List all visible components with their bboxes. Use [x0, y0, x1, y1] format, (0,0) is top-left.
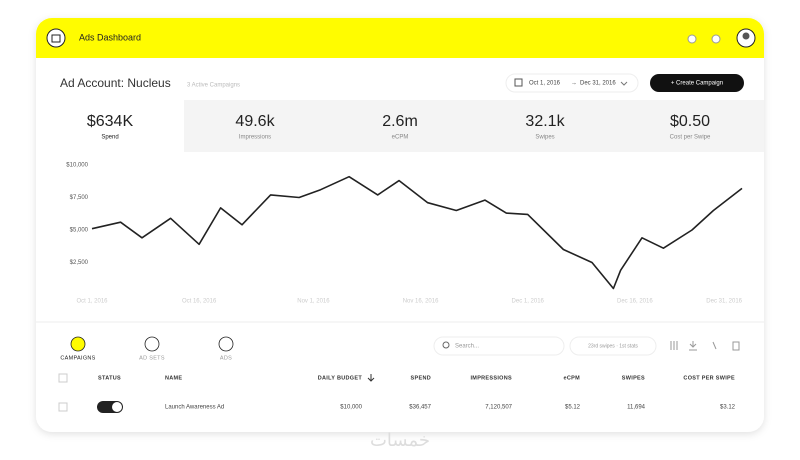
metric-tab-active[interactable]: [36, 100, 184, 152]
table-cell: $10,000: [340, 405, 362, 411]
tab-label: ADS: [220, 355, 232, 361]
column-header: eCPM: [564, 375, 581, 381]
column-header: NAME: [165, 375, 182, 381]
x-tick-label: Dec 1, 2016: [512, 299, 545, 305]
column-header: SWIPES: [622, 375, 645, 381]
toolbar-icons: [670, 341, 740, 351]
tab-icon: [70, 336, 86, 352]
toggle-knob: [112, 402, 122, 412]
metric-label: Spend: [101, 135, 118, 141]
column-header: DAILY BUDGET: [318, 375, 363, 381]
app-title: Ads Dashboard: [79, 32, 141, 42]
tab-label: CAMPAIGNS: [60, 355, 95, 361]
metrics: $634K Spend 49.6k Impressions 2.6m eCPM 32.1k S…: [87, 113, 711, 140]
date-to: Dec 31, 2016: [580, 81, 616, 87]
table-cell: $36,457: [409, 405, 431, 411]
table-cell: 7,120,507: [485, 405, 512, 411]
x-tick-label: Dec 16, 2016: [617, 299, 653, 305]
row-checkbox[interactable]: [58, 402, 68, 412]
delete-icon[interactable]: [732, 341, 740, 351]
sort-arrow: [367, 374, 375, 382]
x-tick-label: Oct 1, 2016: [76, 299, 108, 305]
avatar-head: [742, 32, 750, 40]
column-header: SPEND: [411, 375, 431, 381]
metric-label: Impressions: [239, 135, 271, 141]
tab-icon: [218, 336, 234, 352]
x-tick-label: Dec 31, 2016: [706, 299, 742, 305]
filter-pill[interactable]: [569, 336, 657, 356]
column-header: STATUS: [98, 375, 121, 381]
metric-label: Swipes: [535, 135, 554, 141]
spend-line: [91, 175, 743, 290]
table-cell: $3.12: [720, 405, 736, 411]
column-header: COST PER SWIPE: [683, 375, 735, 381]
top-bar: [36, 18, 764, 58]
search-icon: [442, 341, 450, 349]
dropdown-caret: [620, 81, 628, 86]
table: STATUS NAME DAILY BUDGET SPEND IMPRESSIONS eC…: [98, 374, 736, 411]
help-icon[interactable]: [687, 34, 697, 44]
metric-tabs: [184, 100, 764, 152]
metric-value: 49.6k: [235, 113, 275, 130]
metric-value: $634K: [87, 113, 134, 130]
y-tick-label: $10,000: [66, 163, 88, 169]
metric-value: 32.1k: [525, 113, 565, 130]
metric-label: Cost per Swipe: [670, 135, 711, 141]
tab-icon: [144, 336, 160, 352]
filter-text: 23rd swipes · 1st stats: [588, 343, 638, 349]
x-tick-label: Nov 1, 2016: [297, 299, 330, 305]
x-tick-label: Oct 16, 2016: [182, 299, 217, 305]
chart: $2,500 $5,000 $7,500 $10,000 Oct 1, 2016 Oct …: [66, 163, 742, 305]
date-from: Oct 1, 2016: [529, 81, 561, 87]
edit-icon[interactable]: [712, 341, 717, 350]
create-campaign-button[interactable]: [650, 74, 744, 92]
metric-label: eCPM: [392, 135, 409, 141]
download-icon[interactable]: [689, 341, 697, 351]
tab-label: AD SETS: [139, 355, 165, 361]
create-campaign-label: + Create Campaign: [671, 81, 723, 87]
y-tick-label: $7,500: [70, 195, 89, 201]
table-cell: 11,694: [627, 405, 646, 411]
notification-icon[interactable]: [711, 34, 721, 44]
search-box[interactable]: [433, 336, 565, 356]
account-title: Ad Account: Nucleus: [60, 76, 171, 90]
account-subtitle: 3 Active Campaigns: [187, 83, 240, 89]
logo-icon: [51, 34, 61, 43]
date-arrow: →: [571, 81, 577, 87]
search-placeholder: Search...: [455, 344, 479, 350]
tabs: CAMPAIGNS AD SETS ADS: [60, 336, 234, 361]
table-cell: Launch Awareness Ad: [165, 405, 224, 411]
table-cell: $5.12: [565, 405, 581, 411]
metric-value: $0.50: [670, 113, 710, 130]
metric-value: 2.6m: [382, 113, 418, 130]
column-header: IMPRESSIONS: [470, 375, 512, 381]
watermark: خمسات: [370, 430, 430, 451]
y-tick-label: $2,500: [70, 260, 89, 266]
x-tick-label: Nov 16, 2016: [403, 299, 439, 305]
date-picker[interactable]: [505, 73, 639, 93]
y-tick-label: $5,000: [70, 228, 89, 234]
logo[interactable]: [46, 28, 66, 48]
select-all-checkbox[interactable]: [58, 373, 68, 383]
calendar-icon: [514, 78, 523, 87]
columns-icon[interactable]: [670, 341, 678, 350]
